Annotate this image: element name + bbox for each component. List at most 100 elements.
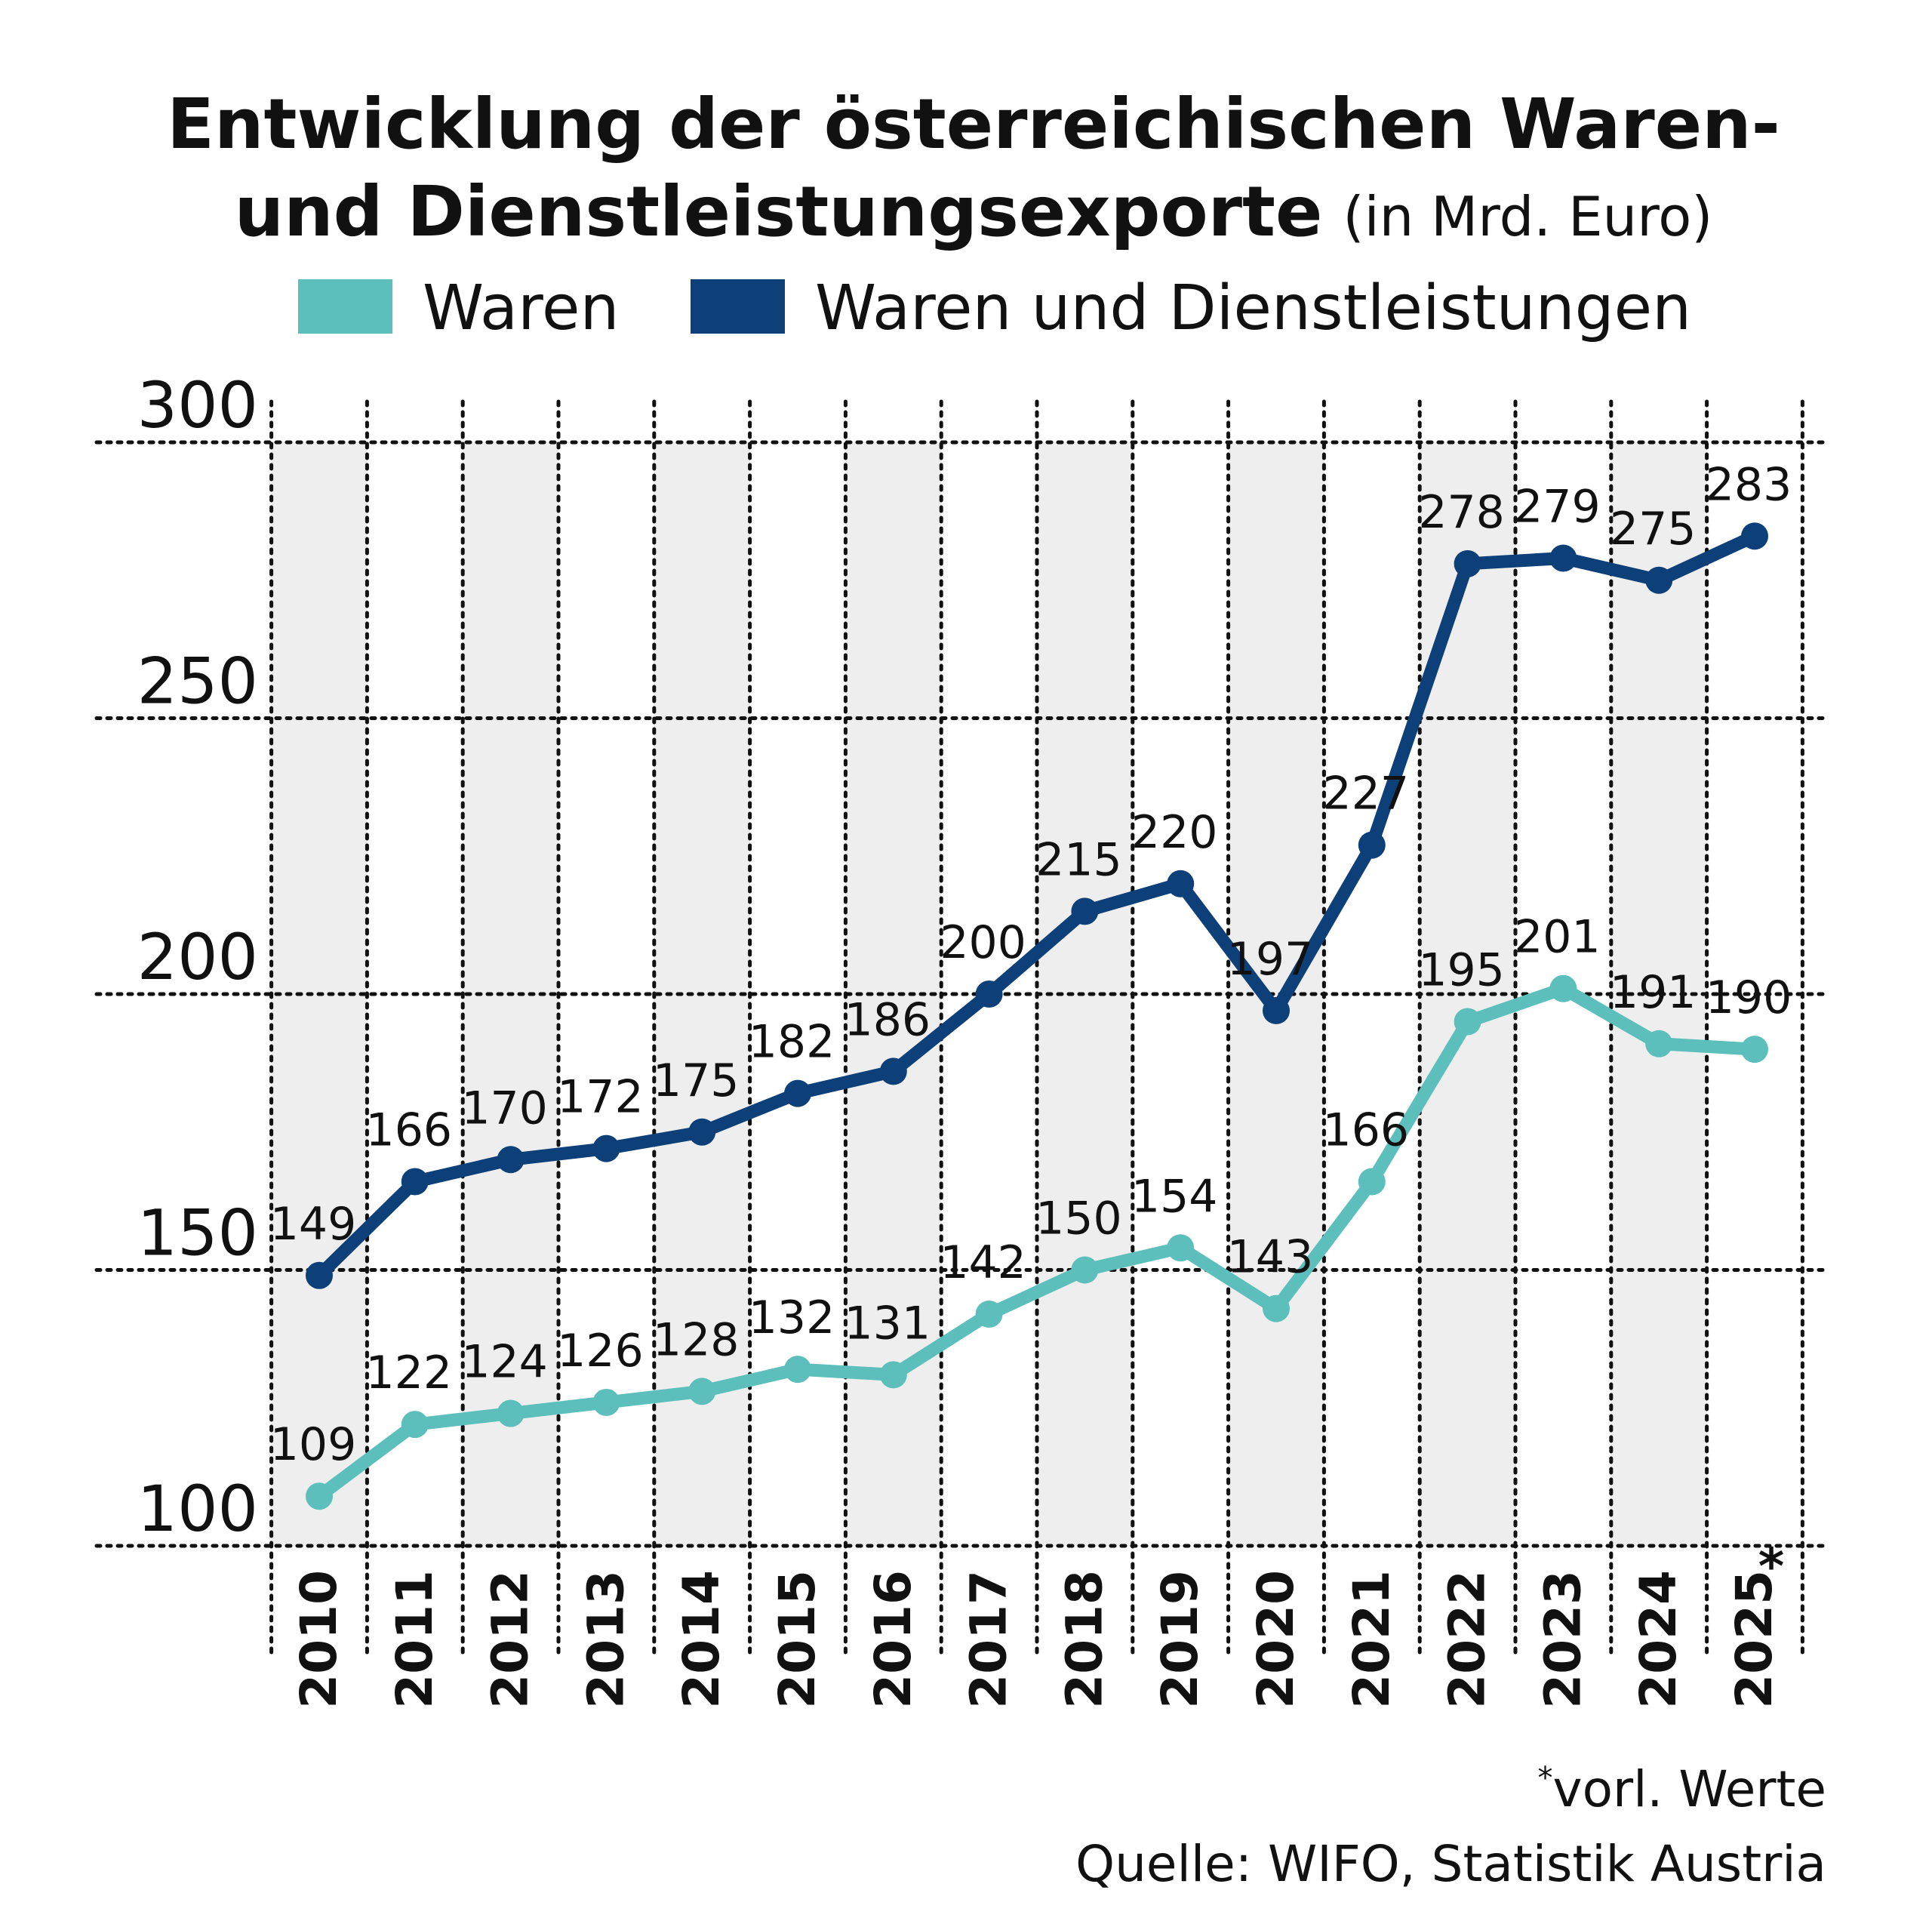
data-point: [1167, 870, 1195, 897]
x-tick-label: 2019: [1151, 1570, 1209, 1709]
data-label: 186: [844, 993, 931, 1046]
y-tick-label: 200: [137, 920, 258, 994]
data-point: [688, 1378, 716, 1405]
legend-label-waren-und-dienstleistungen: Waren und Dienstleistungen: [815, 272, 1691, 344]
data-label: 201: [1514, 911, 1601, 964]
x-tick-label: 2011: [386, 1570, 444, 1709]
data-label: 122: [366, 1347, 453, 1399]
data-label: 143: [1227, 1231, 1314, 1284]
series-line-1: [312, 529, 1761, 1282]
x-tick-label: 2021: [1343, 1570, 1401, 1709]
data-point: [1741, 1036, 1768, 1064]
data-label: 278: [1418, 486, 1505, 539]
data-label: 215: [1035, 833, 1122, 886]
data-label: 109: [270, 1418, 357, 1471]
footnote-marker: *: [1538, 1761, 1553, 1796]
data-point: [592, 1134, 620, 1162]
x-tick-label: 2020: [1247, 1570, 1305, 1709]
data-point: [1358, 1168, 1386, 1196]
x-tick-label: 2012: [481, 1570, 540, 1709]
data-label: 200: [940, 916, 1026, 969]
data-point: [1645, 566, 1673, 594]
x-tick-label: 2023: [1534, 1570, 1592, 1709]
data-point: [497, 1399, 525, 1427]
data-label: 227: [1323, 768, 1410, 820]
data-point: [401, 1168, 429, 1196]
data-label: 279: [1514, 481, 1601, 534]
data-point: [1358, 831, 1386, 859]
legend: Waren Waren und Dienstleistungen: [298, 272, 1691, 344]
legend-swatch-waren-und-dienstleistungen: [691, 279, 785, 334]
data-label: 195: [1418, 944, 1505, 997]
x-tick-footnote-marker: *: [1758, 1538, 1785, 1596]
data-label: 197: [1227, 933, 1314, 986]
y-tick-label: 250: [137, 645, 258, 719]
data-point: [879, 1057, 907, 1085]
data-label: 170: [461, 1082, 548, 1134]
x-tick-label: 2016: [864, 1570, 922, 1709]
source: Quelle: WIFO, Statistik Austria: [1075, 1835, 1826, 1893]
data-label: 128: [653, 1313, 740, 1366]
series-line-0: [312, 982, 1761, 1503]
data-label: 150: [1035, 1193, 1122, 1245]
x-tick-label: 2010: [290, 1570, 348, 1709]
chart-title-line2-text: und Dienstleistungsexporte: [235, 171, 1323, 252]
data-point: [1167, 1234, 1195, 1262]
data-label: 172: [557, 1071, 644, 1124]
data-point: [1454, 549, 1481, 577]
data-label: 175: [653, 1054, 740, 1107]
data-label: 154: [1131, 1170, 1218, 1223]
data-label: 124: [461, 1336, 548, 1389]
data-point: [401, 1411, 429, 1439]
data-point: [1071, 897, 1099, 925]
data-point: [879, 1361, 907, 1389]
data-point: [306, 1261, 333, 1289]
x-tick-label: 2014: [672, 1570, 731, 1709]
data-point: [784, 1079, 811, 1107]
y-tick-label: 150: [137, 1196, 258, 1270]
data-point: [1263, 1294, 1290, 1322]
footnote: *vorl. Werte: [1538, 1760, 1826, 1818]
y-tick-label: 100: [137, 1472, 258, 1546]
x-tick-label: 2024: [1629, 1570, 1687, 1709]
chart-title-line1: Entwicklung der österreichischen Waren-: [167, 84, 1780, 165]
data-label: 190: [1706, 971, 1792, 1024]
y-axis-ticks: 100 150 200 250 300: [137, 368, 258, 1546]
data-point: [975, 980, 1003, 1008]
data-point: [497, 1146, 525, 1174]
x-axis-ticks: 2010 2011 2012 2013 2014 2015 2016 2017 2018 2019…: [290, 1538, 1784, 1709]
data-label: 166: [1323, 1104, 1410, 1157]
data-label: 283: [1706, 458, 1792, 511]
data-label: 131: [844, 1297, 931, 1350]
x-tick-label: 2013: [577, 1570, 635, 1709]
x-tick-label: 2015: [768, 1570, 826, 1709]
band: [1228, 442, 1324, 1546]
series: [306, 522, 1768, 1510]
data-label: 220: [1131, 806, 1218, 859]
footnote-text: vorl. Werte: [1553, 1760, 1826, 1818]
data-point: [688, 1118, 716, 1146]
data-label: 142: [940, 1236, 1026, 1289]
chart-title-line2: und Dienstleistungsexporte (in Mrd. Euro…: [235, 171, 1713, 252]
y-tick-label: 300: [137, 368, 258, 442]
data-point: [306, 1482, 333, 1510]
data-label: 149: [270, 1198, 357, 1251]
data-point: [784, 1356, 811, 1384]
gridlines: [94, 399, 1829, 1659]
data-point: [1263, 996, 1290, 1024]
band: [1420, 442, 1515, 1546]
x-tick-label: 2018: [1055, 1570, 1113, 1709]
data-point: [592, 1388, 620, 1416]
data-point: [1549, 544, 1577, 572]
data-label: 275: [1610, 503, 1697, 556]
data-point: [975, 1300, 1003, 1328]
x-tick-label: 2022: [1438, 1570, 1497, 1709]
data-point: [1645, 1030, 1673, 1057]
legend-label-waren: Waren: [423, 272, 619, 344]
data-label: 191: [1610, 966, 1697, 1019]
data-label: 132: [749, 1291, 835, 1344]
chart-title-unit: (in Mrd. Euro): [1343, 185, 1713, 248]
data-point: [1071, 1256, 1099, 1284]
